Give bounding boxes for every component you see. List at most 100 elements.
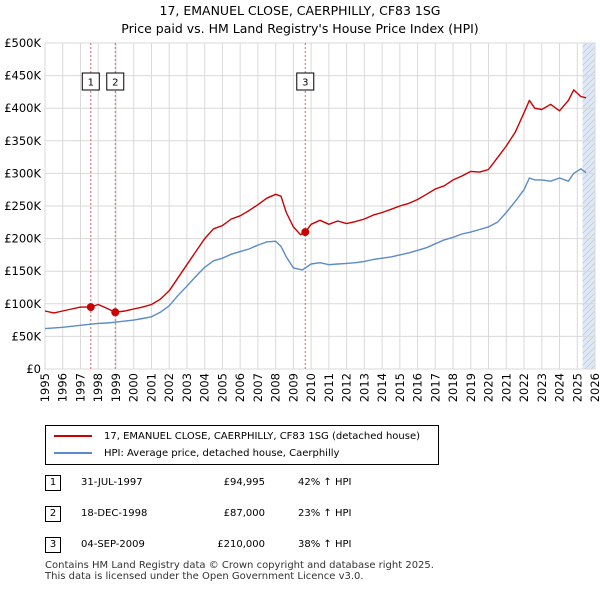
sale-number-box [296,72,315,91]
forecast-hatch [582,154,595,168]
transaction-price: £87,000 [223,508,265,519]
sale-number-box [81,72,100,91]
transaction-number: 2 [45,506,61,522]
transaction-number: 1 [45,475,61,491]
forecast-hatch [582,214,595,228]
y-tick-label: £450K [4,69,41,83]
forecast-hatch [582,274,595,288]
forecast-hatch [582,298,595,312]
footer-copyright: Contains HM Land Registry data © Crown c… [45,560,434,571]
forecast-hatch [582,310,595,324]
x-tick-label: 2013 [357,373,371,402]
forecast-hatch [582,76,595,90]
forecast-hatch [582,328,595,342]
y-tick-label: £500K [4,36,41,50]
forecast-hatch [582,226,595,240]
x-tick-label: 2017 [428,373,442,402]
y-tick-label: £350K [4,134,41,148]
legend-item-property: 17, EMANUEL CLOSE, CAERPHILLY, CF83 1SG … [54,428,420,444]
x-tick-label: 2018 [446,373,460,402]
forecast-hatch [582,304,595,318]
x-tick-label: 2009 [286,373,300,402]
transaction-hpi-change: 38% ↑ HPI [298,539,352,550]
forecast-hatch [582,202,595,216]
transaction-date: 04-SEP-2009 [81,539,145,550]
x-tick-label: 2005 [215,373,229,402]
forecast-hatch [582,58,595,72]
x-tick-label: 1997 [73,373,87,402]
forecast-hatch [582,346,595,360]
x-tick-label: 1996 [56,373,70,402]
x-tick-label: 2010 [304,373,318,402]
forecast-hatch [583,23,595,35]
x-tick-label: 2016 [411,373,425,402]
x-tick-label: 2012 [340,373,354,402]
transaction-hpi-change: 23% ↑ HPI [298,508,352,519]
x-tick-label: 2014 [375,373,389,402]
forecast-hatch [582,286,595,300]
forecast-hatch [582,190,595,204]
x-tick-label: 2003 [180,373,194,402]
transaction-hpi-change: 42% ↑ HPI [298,477,352,488]
forecast-hatch [583,29,595,41]
forecast-hatch [582,43,588,48]
sale-number-label: 2 [112,78,118,89]
x-tick-label: 2020 [482,373,496,402]
y-tick-label: £400K [4,101,41,115]
sale-point [301,228,310,237]
forecast-hatch [582,256,595,270]
forecast-hatch [582,232,595,246]
forecast-hatch [582,124,595,138]
sale-point [86,303,95,312]
y-tick-label: £100K [4,297,41,311]
x-tick-label: 2007 [251,373,265,402]
transaction-number: 3 [45,537,61,553]
sale-point [111,308,120,317]
x-tick-label: 2022 [517,373,531,402]
x-tick-label: 2015 [393,373,407,402]
forecast-hatch [582,250,595,264]
footer-licence: This data is licensed under the Open Gov… [45,571,364,582]
legend-swatch-property [54,435,92,437]
forecast-hatch [582,352,595,366]
forecast-hatch [582,220,595,234]
chart-title-address: 17, EMANUEL CLOSE, CAERPHILLY, CF83 1SG [159,3,441,18]
forecast-hatch [582,112,595,126]
y-tick-label: £250K [4,199,41,213]
transaction-date: 18-DEC-1998 [81,508,148,519]
x-tick-label: 2000 [127,373,141,402]
sale-number-label: 3 [302,78,308,89]
forecast-hatch [582,88,595,102]
forecast-hatch [582,148,595,162]
y-tick-label: £150K [4,264,41,278]
forecast-hatch [582,208,595,222]
forecast-hatch [582,322,595,336]
forecast-hatch [582,280,595,294]
y-tick-label: £300K [4,166,41,180]
x-tick-label: 1995 [38,373,52,402]
forecast-hatch [582,334,595,348]
forecast-hatch [582,172,595,186]
x-tick-label: 2025 [570,373,584,402]
forecast-hatch [582,196,595,210]
x-tick-label: 2004 [198,373,212,402]
x-tick-label: 2001 [144,373,158,402]
y-tick-label: £0 [26,362,41,376]
x-tick-label: 2019 [464,373,478,402]
forecast-hatch [582,184,595,198]
sale-number-box [106,72,125,91]
forecast-hatch [582,130,595,144]
forecast-hatch [584,358,595,369]
forecast-hatch [582,238,595,252]
legend-label-hpi: HPI: Average price, detached house, Caer… [104,447,340,459]
transaction-price: £94,995 [223,477,265,488]
x-tick-label: 1998 [91,373,105,402]
chart-legend: 17, EMANUEL CLOSE, CAERPHILLY, CF83 1SG … [45,425,439,465]
forecast-hatch [582,142,595,156]
x-tick-label: 2006 [233,373,247,402]
legend-label-property: 17, EMANUEL CLOSE, CAERPHILLY, CF83 1SG … [104,430,420,442]
forecast-hatch [582,340,595,354]
x-tick-label: 2008 [269,373,283,402]
x-tick-label: 1999 [109,373,123,402]
forecast-hatch [582,52,595,66]
